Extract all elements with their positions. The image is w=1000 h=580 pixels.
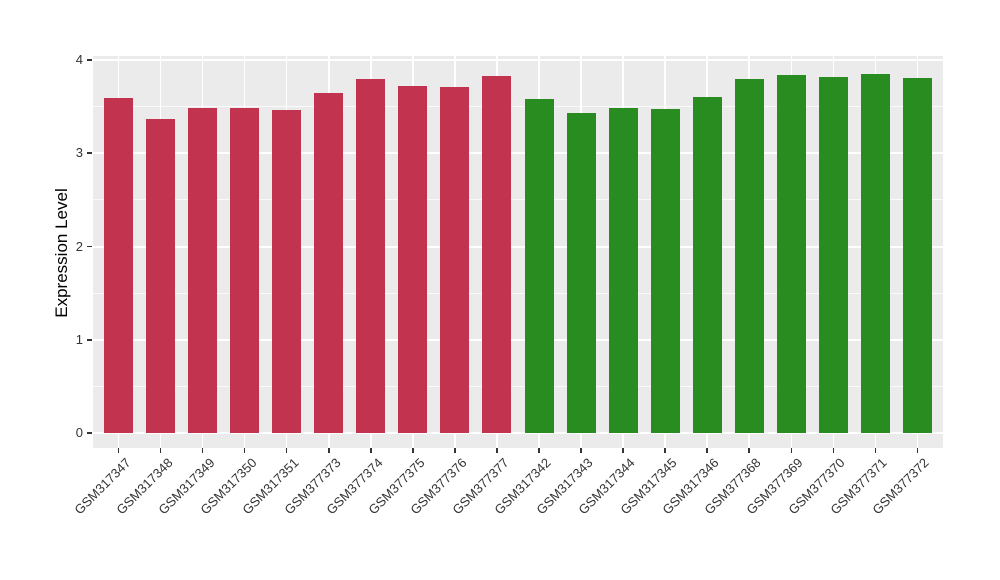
x-tick-mark: [496, 448, 498, 453]
y-tick-mark: [87, 432, 92, 434]
plot-panel: [93, 56, 943, 448]
gridline-minor: [93, 106, 943, 108]
y-tick-mark: [87, 245, 92, 248]
x-tick-mark: [706, 448, 708, 453]
bar: [902, 77, 932, 433]
gridline-major: [93, 152, 943, 155]
x-tick-mark: [874, 448, 877, 453]
y-tick-label: 0: [75, 425, 83, 440]
bar: [272, 110, 302, 433]
x-tick-mark: [538, 448, 540, 453]
bar: [314, 92, 344, 433]
y-tick-label: 3: [75, 145, 83, 161]
bar: [650, 109, 680, 433]
x-tick-mark: [117, 448, 120, 453]
bar: [104, 98, 133, 433]
gridline-minor: [93, 385, 943, 387]
bar: [146, 118, 176, 433]
x-tick-mark: [285, 448, 288, 453]
x-tick-mark: [664, 448, 666, 453]
bar: [230, 108, 260, 433]
bar: [818, 76, 848, 433]
y-tick-mark: [87, 59, 92, 61]
bar: [524, 99, 554, 433]
gridline-major: [93, 338, 943, 341]
x-tick-mark: [370, 448, 372, 453]
bar: [188, 107, 218, 433]
bar: [356, 78, 386, 433]
bar: [860, 73, 890, 433]
bar: [734, 78, 764, 433]
bar: [566, 113, 596, 433]
y-tick-mark: [87, 338, 92, 341]
x-tick-mark: [790, 448, 793, 453]
x-tick-mark: [201, 448, 204, 453]
x-tick-mark: [832, 448, 835, 453]
gridline-major: [93, 432, 943, 434]
bar: [482, 75, 512, 433]
gridline-minor: [93, 292, 943, 294]
x-tick-mark: [916, 448, 919, 453]
y-tick-mark: [87, 152, 92, 155]
x-tick-mark: [454, 448, 456, 453]
bar: [398, 86, 428, 433]
bar: [608, 108, 638, 433]
gridline-minor: [93, 199, 943, 201]
x-tick-mark: [327, 448, 330, 453]
bar: [692, 97, 722, 433]
bar: [776, 74, 806, 433]
x-tick-mark: [580, 448, 582, 453]
gridline-major: [93, 245, 943, 248]
x-tick-mark: [159, 448, 162, 453]
x-tick-mark: [622, 448, 624, 453]
x-tick-mark: [412, 448, 414, 453]
x-tick-mark: [748, 448, 751, 453]
gridline-major: [93, 59, 943, 61]
bar: [440, 87, 470, 433]
y-tick-label: 1: [75, 331, 83, 347]
x-tick-mark: [243, 448, 246, 453]
y-tick-label: 2: [75, 238, 83, 254]
y-tick-label: 4: [75, 52, 83, 67]
